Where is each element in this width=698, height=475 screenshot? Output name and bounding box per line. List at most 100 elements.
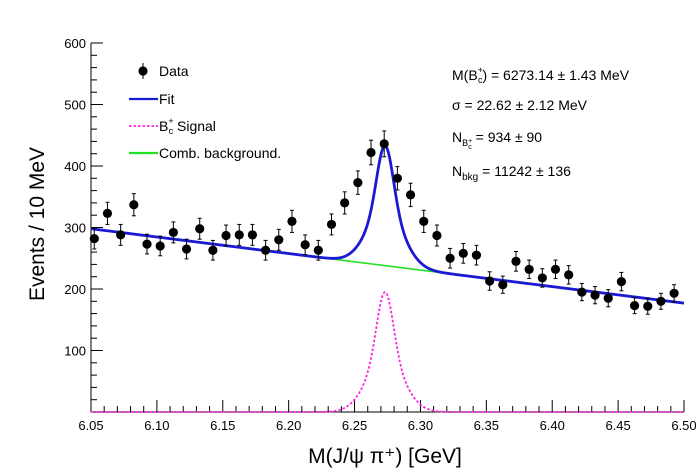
data-point xyxy=(379,130,389,158)
x-tick-label: 6.20 xyxy=(276,418,301,433)
marker xyxy=(445,253,455,263)
data-point xyxy=(445,247,455,269)
marker xyxy=(524,264,534,274)
marker xyxy=(195,224,205,234)
data-point xyxy=(155,235,165,257)
marker xyxy=(313,245,323,255)
y-tick-label: 100 xyxy=(64,344,86,359)
data-point xyxy=(643,297,653,315)
x-tick-label: 6.15 xyxy=(210,418,235,433)
data-point xyxy=(577,282,587,302)
marker xyxy=(353,178,363,188)
data-point xyxy=(181,238,192,260)
x-tick-label: 6.30 xyxy=(408,418,433,433)
marker xyxy=(471,250,482,260)
marker xyxy=(669,288,679,298)
fit-result-text: Nbkg = 11242 ± 136 xyxy=(452,163,571,183)
x-tick-label: 6.25 xyxy=(342,418,367,433)
legend-label: Data xyxy=(159,63,189,79)
x-axis-label: M(J/ψ π⁺) [GeV] xyxy=(308,445,462,468)
marker xyxy=(643,301,653,311)
y-tick-label: 600 xyxy=(64,36,86,51)
marker xyxy=(485,276,495,286)
marker xyxy=(274,235,284,245)
data-point xyxy=(247,223,258,246)
legend-label: B+ c Signal xyxy=(159,116,216,136)
marker xyxy=(577,287,587,297)
x-tick-label: 6.50 xyxy=(671,418,696,433)
marker xyxy=(616,277,627,287)
signal-curve xyxy=(91,291,684,413)
legend-entry: B+ c Signal xyxy=(129,116,216,136)
data-point xyxy=(195,217,205,240)
fit-result-text: M(B+ c) = 6273.14 ± 1.43 MeV xyxy=(452,65,630,85)
marker xyxy=(379,139,389,149)
y-tick-label: 300 xyxy=(64,221,86,236)
marker xyxy=(590,290,600,300)
marker xyxy=(208,245,218,255)
x-tick-label: 6.10 xyxy=(144,418,169,433)
marker xyxy=(629,301,640,311)
data-point xyxy=(392,166,402,191)
data-point xyxy=(168,221,178,244)
data-point xyxy=(353,170,363,195)
x-tick-label: 6.40 xyxy=(540,418,565,433)
marker xyxy=(234,230,244,240)
data-point xyxy=(287,209,297,233)
legend: Data Fit B+ c Signal Comb. background. xyxy=(129,63,281,161)
marker xyxy=(221,230,231,241)
data-point xyxy=(616,271,627,292)
x-tick-label: 6.45 xyxy=(605,418,630,433)
marker xyxy=(458,248,468,258)
marker xyxy=(300,240,310,250)
data-point xyxy=(300,234,310,256)
data-point xyxy=(524,259,534,280)
marker xyxy=(498,280,508,290)
data-point xyxy=(603,289,613,308)
marker xyxy=(603,293,613,303)
marker xyxy=(155,241,165,251)
legend-entry: Comb. background. xyxy=(129,145,281,161)
marker xyxy=(537,273,547,283)
data-point xyxy=(550,259,561,280)
data-point xyxy=(129,193,139,217)
marker xyxy=(116,230,126,240)
data-point xyxy=(458,242,468,264)
legend-entry: Fit xyxy=(129,91,175,107)
data-point xyxy=(89,227,99,250)
data-point xyxy=(208,239,218,261)
legend-marker xyxy=(138,66,148,76)
legend-label: Comb. background. xyxy=(159,145,281,161)
fit-result-text: σ = 22.62 ± 2.12 MeV xyxy=(452,97,588,113)
data-point xyxy=(432,224,442,247)
marker xyxy=(326,219,337,230)
x-tick-label: 6.35 xyxy=(474,418,499,433)
marker xyxy=(419,216,429,226)
data-point xyxy=(629,297,640,315)
data-point xyxy=(498,275,508,294)
data-point xyxy=(313,239,323,261)
marker xyxy=(89,233,99,244)
data-point xyxy=(116,223,126,246)
data-point xyxy=(656,292,666,310)
marker xyxy=(129,200,139,210)
data-point xyxy=(142,233,152,255)
data-point xyxy=(340,191,350,215)
marker xyxy=(564,270,574,280)
legend-label: Fit xyxy=(159,91,175,107)
data-point xyxy=(261,239,271,261)
tick-labels: 6.05 6.10 6.15 6.20 6.25 6.30 6.35 6.40 6.45 6.50… xyxy=(64,36,696,433)
data-point xyxy=(274,228,284,251)
y-tick-label: 400 xyxy=(64,159,86,174)
data-point xyxy=(485,271,495,291)
data-point xyxy=(564,265,574,285)
marker xyxy=(656,296,666,306)
marker xyxy=(511,256,521,266)
data-point xyxy=(102,201,113,225)
y-axis-label: Events / 10 MeV xyxy=(26,147,49,301)
fit-result-text: NB+ c = 934 ± 90 xyxy=(452,129,542,151)
data-point xyxy=(221,224,231,247)
marker xyxy=(392,173,402,183)
